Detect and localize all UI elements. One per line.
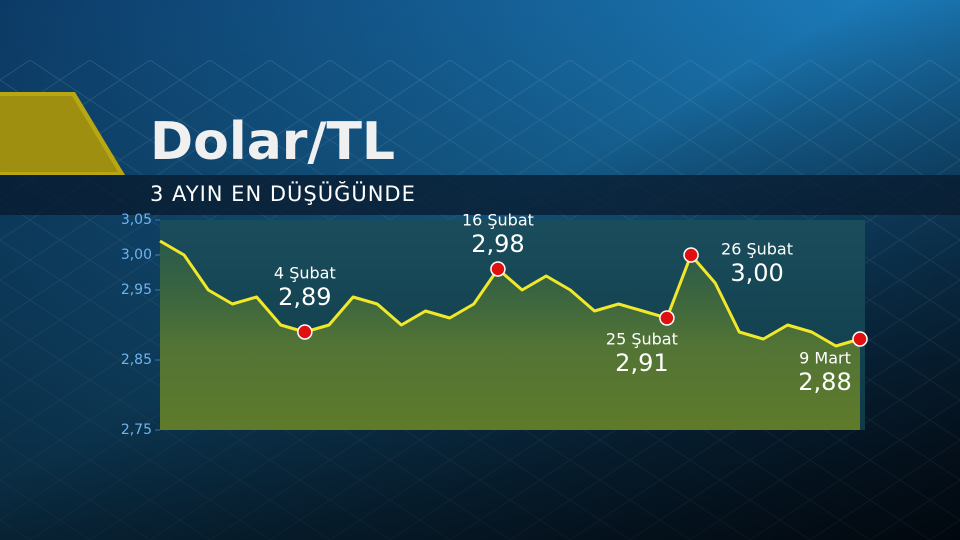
data-label: 2,88 xyxy=(798,368,851,396)
annotation-date: 9 Mart xyxy=(799,349,851,368)
area xyxy=(160,241,860,430)
data-label: 2,98 xyxy=(471,230,524,258)
marker xyxy=(659,310,675,326)
accent-inner xyxy=(0,96,118,172)
data-label: 3,00 xyxy=(730,259,783,287)
y-tick-label: 2,85 xyxy=(121,352,152,368)
marker xyxy=(683,247,699,263)
data-label: 2,89 xyxy=(278,283,331,311)
annotation-date: 16 Şubat xyxy=(462,211,534,230)
subtitle-band xyxy=(0,175,960,215)
marker xyxy=(852,331,868,347)
y-tick-label: 3,00 xyxy=(121,247,152,263)
line xyxy=(159,239,861,348)
annotation-date: 25 Şubat xyxy=(606,330,678,349)
annotation-date: 26 Şubat xyxy=(721,240,793,259)
data-label: 2,91 xyxy=(615,349,668,377)
marker xyxy=(490,261,506,277)
annotation-date: 4 Şubat xyxy=(274,264,336,283)
y-tick-label: 2,75 xyxy=(121,422,152,438)
y-tick-label: 3,05 xyxy=(121,212,152,228)
chart-subtitle: 3 AYIN EN DÜŞÜĞÜNDE xyxy=(150,181,416,206)
chart-title: Dolar/TL xyxy=(150,112,395,172)
y-tick-label: 2,95 xyxy=(121,282,152,298)
marker xyxy=(297,324,313,340)
